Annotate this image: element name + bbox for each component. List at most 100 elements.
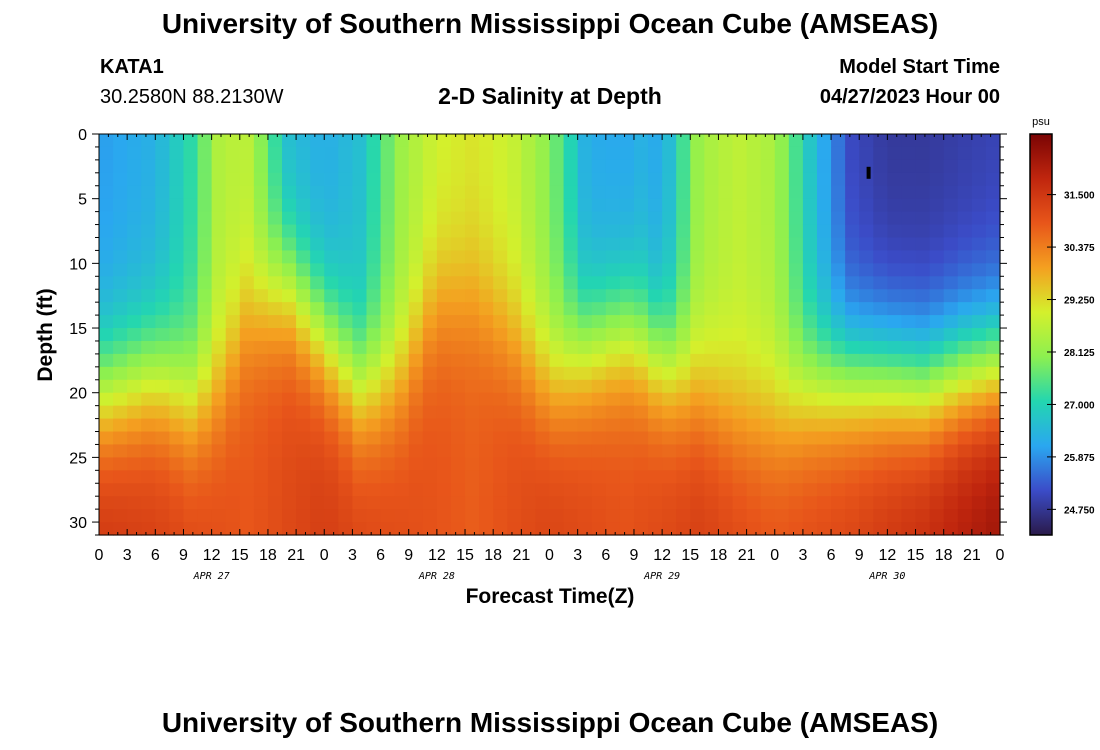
heatmap-cell (521, 405, 537, 420)
heatmap-cell (239, 276, 255, 290)
heatmap-cell (760, 289, 776, 303)
heatmap-cell (746, 276, 762, 290)
heatmap-cell (408, 522, 424, 536)
heatmap-cell (183, 315, 199, 329)
heatmap-cell (563, 366, 579, 381)
heatmap-cell (859, 328, 874, 342)
heatmap-cell (760, 172, 776, 187)
heatmap-cell (662, 289, 677, 303)
heatmap-cell (99, 444, 114, 458)
heatmap-cell (282, 392, 297, 407)
heatmap-cell (338, 211, 354, 226)
heatmap-cell (774, 483, 790, 497)
heatmap-cell (662, 457, 677, 471)
heatmap-cell (718, 237, 734, 252)
heatmap-cell (127, 315, 142, 329)
heatmap-cell (619, 522, 635, 536)
heatmap-cell (662, 302, 677, 316)
heatmap-cell (113, 509, 128, 523)
heatmap-cell (211, 509, 227, 523)
heatmap-cell (577, 250, 593, 264)
heatmap-cell (873, 509, 888, 523)
heatmap-cell (127, 522, 142, 536)
heatmap-cell (296, 185, 311, 200)
heatmap-cell (436, 405, 452, 420)
y-tick-label: 25 (69, 450, 87, 467)
heatmap-cell (718, 431, 734, 446)
heatmap-cell (352, 522, 368, 536)
heatmap-cell (845, 134, 860, 148)
heatmap-cell (352, 418, 368, 433)
heatmap-cell (521, 263, 537, 277)
heatmap-cell (732, 198, 748, 213)
heatmap-cell (155, 483, 170, 497)
heatmap-cell (732, 509, 748, 523)
heatmap-cell (591, 224, 607, 239)
heatmap-cell (873, 470, 888, 484)
heatmap-cell (127, 237, 142, 252)
x-tick-label: 21 (512, 547, 530, 564)
heatmap-cell (267, 328, 283, 342)
heatmap-cell (493, 250, 508, 264)
heatmap-cell (619, 134, 635, 148)
heatmap-cell (943, 444, 959, 458)
heatmap-cell (887, 470, 903, 484)
heatmap-cell (422, 315, 438, 329)
x-tick-label: 0 (996, 547, 1005, 564)
heatmap-cell (169, 146, 185, 161)
heatmap-cell (816, 522, 832, 536)
heatmap-cell (521, 496, 537, 510)
heatmap-cell (267, 418, 283, 433)
heatmap-cell (845, 224, 860, 239)
heatmap-cell (619, 340, 635, 355)
heatmap-cell (507, 522, 522, 536)
colorbar-gradient (1029, 133, 1053, 536)
heatmap-cell (746, 366, 762, 381)
heatmap-cell (338, 483, 354, 497)
heatmap-cell (422, 457, 438, 471)
heatmap-cell (296, 457, 311, 471)
heatmap-cell (225, 431, 241, 446)
heatmap-cell (310, 315, 325, 329)
day-label: APR 30 (868, 571, 905, 582)
heatmap-cell (507, 302, 522, 316)
heatmap-cell (211, 483, 227, 497)
heatmap-cell (394, 483, 410, 497)
heatmap-cell (845, 509, 860, 523)
heatmap-cell (521, 159, 537, 174)
heatmap-cell (915, 444, 931, 458)
heatmap-cell (873, 496, 888, 510)
heatmap-cell (577, 172, 593, 187)
heatmap-cell (704, 185, 720, 200)
heatmap-cell (605, 392, 621, 407)
heatmap-cell (479, 392, 494, 407)
heatmap-cell (859, 302, 874, 316)
heatmap-cell (732, 483, 748, 497)
heatmap-cell (957, 496, 973, 510)
model-start-value: 04/27/2023 Hour 00 (819, 86, 1000, 108)
heatmap-cell (310, 224, 325, 239)
heatmap-cell (648, 483, 663, 497)
heatmap-cell (943, 392, 959, 407)
heatmap-cell (985, 159, 1001, 174)
heatmap-cell (746, 159, 762, 174)
heatmap-cell (465, 431, 480, 446)
heatmap-cell (563, 457, 579, 471)
heatmap-cell (718, 470, 734, 484)
heatmap-cell (873, 134, 888, 148)
heatmap-cell (99, 496, 114, 510)
heatmap-cell (183, 457, 199, 471)
heatmap-cell (662, 470, 677, 484)
heatmap-cell (380, 431, 396, 446)
heatmap-cell (859, 250, 874, 264)
heatmap-cell (887, 315, 903, 329)
heatmap-cell (760, 444, 776, 458)
heatmap-cell (619, 392, 635, 407)
heatmap-cell (718, 392, 734, 407)
heatmap-cell (113, 276, 128, 290)
heatmap-cell (127, 405, 142, 420)
heatmap-cell (816, 146, 832, 161)
heatmap-cell (845, 211, 860, 226)
heatmap-cell (422, 470, 438, 484)
heatmap-cell (183, 392, 199, 407)
